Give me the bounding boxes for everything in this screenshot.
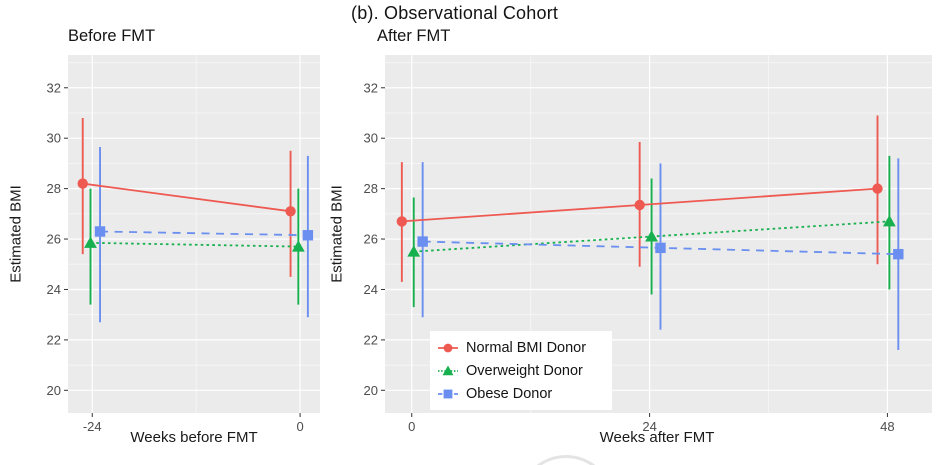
legend-label: Obese Donor	[466, 385, 553, 402]
y-tick-label: 26	[364, 232, 378, 247]
x-tick-label: 0	[408, 419, 415, 434]
x-tick-label: 24	[642, 419, 656, 434]
legend-key-circle-icon	[438, 343, 458, 352]
y-axis-title-right: Estimated BMI	[328, 185, 346, 283]
data-point-marker-circle	[285, 206, 296, 217]
data-point-marker-square	[417, 236, 428, 247]
y-tick-label: 26	[47, 232, 61, 247]
data-point-marker-triangle	[882, 214, 896, 227]
x-tick-label: -24	[83, 419, 102, 434]
y-tick-label: 24	[364, 282, 378, 297]
data-point-marker-circle	[77, 178, 88, 189]
y-tick-label: 20	[47, 383, 61, 398]
legend-label: Normal BMI Donor	[466, 339, 587, 356]
data-point-marker-square	[893, 248, 904, 260]
data-point-marker-triangle	[442, 365, 454, 375]
data-point-marker-circle	[443, 343, 453, 352]
data-point-marker-triangle	[645, 230, 658, 242]
data-point-marker-square	[94, 226, 106, 237]
y-tick-label: 30	[364, 131, 378, 146]
y-tick-label: 28	[47, 181, 61, 196]
y-tick-label: 32	[364, 80, 378, 95]
legend-key-triangle-icon	[438, 365, 458, 375]
y-tick-label: 22	[364, 332, 378, 347]
data-point-marker-square	[302, 230, 314, 241]
x-tick-label: 0	[296, 419, 303, 434]
y-tick-label: 24	[47, 282, 61, 297]
y-tick-label: 28	[364, 181, 378, 196]
legend: Normal BMI Donor Overweight Donor Obese Do…	[430, 331, 612, 410]
y-tick-label: 30	[47, 131, 61, 146]
y-axis-title-left: Estimated BMI	[7, 185, 25, 283]
x-tick-label: 48	[880, 419, 894, 434]
legend-item: Obese Donor	[436, 382, 608, 405]
panel-before-fmt: 32 30 28 26 24 22 20 -24 0	[47, 55, 320, 434]
series-line	[100, 230, 308, 237]
data-point-marker-triangle	[407, 245, 421, 257]
data-point-marker-triangle	[84, 236, 97, 248]
facet-title-after-fmt: After FMT	[377, 27, 451, 45]
data-point-marker-triangle	[291, 240, 305, 252]
data-point-marker-circle	[872, 183, 883, 194]
x-axis-title-right: Weeks after FMT	[599, 429, 715, 446]
legend-label: Overweight Donor	[466, 362, 583, 379]
y-tick-label: 32	[47, 80, 61, 95]
series-line	[82, 182, 291, 213]
data-point-marker-square	[655, 242, 666, 254]
y-tick-label: 22	[47, 332, 61, 347]
data-point-marker-circle	[396, 216, 408, 227]
facet-title-before-fmt: Before FMT	[68, 27, 156, 45]
figure-title: (b). Observational Cohort	[351, 3, 559, 23]
legend-item: Normal BMI Donor	[436, 336, 608, 359]
legend-key-square-icon	[438, 389, 458, 398]
data-point-marker-square	[443, 389, 453, 398]
y-tick-label: 20	[364, 383, 378, 398]
legend-item: Overweight Donor	[436, 359, 608, 382]
data-point-marker-circle	[634, 199, 645, 211]
x-axis-title-left: Weeks before FMT	[130, 429, 258, 446]
